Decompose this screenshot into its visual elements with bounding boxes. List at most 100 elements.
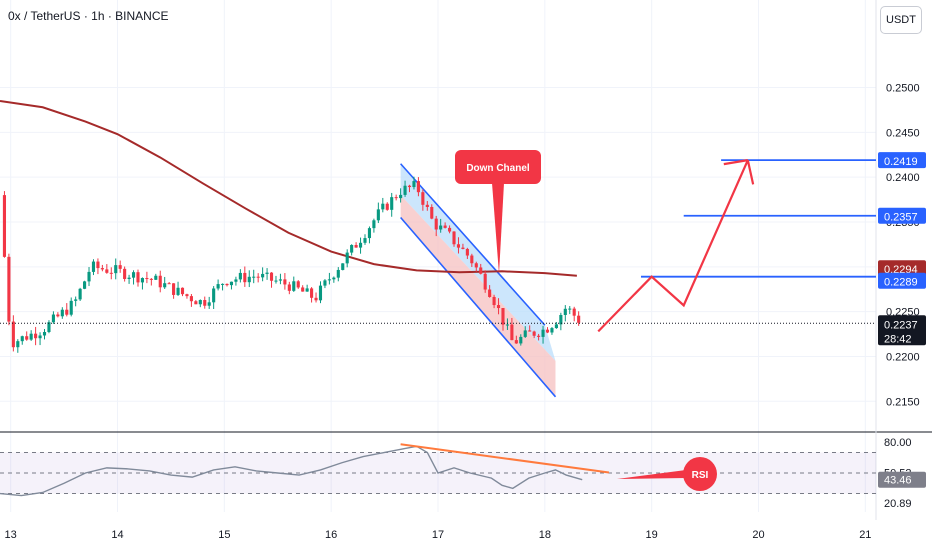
candle-body	[318, 285, 323, 301]
candle-body	[203, 300, 207, 306]
candle-body	[185, 294, 189, 297]
date-tick-label: 17	[432, 529, 444, 541]
date-tick-label: 18	[539, 529, 551, 541]
candle-body	[550, 328, 554, 333]
candle-body	[225, 283, 229, 286]
candle-body	[505, 324, 509, 326]
candle-body	[399, 194, 403, 199]
candle-body	[532, 331, 536, 336]
candle-body	[65, 309, 69, 315]
candle-body	[461, 247, 465, 249]
candle-body	[354, 244, 358, 248]
date-tick-label: 14	[111, 529, 123, 541]
candle-body	[274, 280, 278, 282]
forecast-arrow-head-left	[723, 159, 748, 166]
price-tag-text: 0.2289	[884, 277, 918, 289]
candle-body	[216, 284, 220, 289]
candle-body	[363, 238, 367, 243]
date-axis: 13 14 15 16 17 18 19 20 21	[5, 529, 872, 541]
candle-body	[207, 302, 211, 306]
candle-body	[323, 280, 327, 286]
forecast-arrow-head-right	[746, 159, 755, 185]
candle-body	[69, 300, 73, 315]
rsi-callout-pointer	[617, 470, 686, 479]
candle-body	[136, 272, 140, 283]
chart-title: 0x / TetherUS · 1h · BINANCE	[8, 9, 169, 23]
candle-body	[456, 244, 461, 248]
candle-body	[118, 265, 122, 269]
candle-body	[123, 268, 127, 279]
candle-body	[163, 283, 167, 288]
candle-body	[296, 281, 300, 288]
candle-body	[492, 296, 496, 306]
candle-body	[176, 287, 180, 295]
candle-body	[474, 263, 478, 268]
price-tag-text: 0.2419	[884, 156, 918, 168]
candle-body	[528, 330, 532, 332]
candle-body	[109, 272, 113, 274]
candle-body	[554, 324, 558, 329]
candle-body	[158, 275, 162, 288]
candle-body	[60, 309, 64, 317]
candle-body	[2, 195, 7, 257]
candle-body	[292, 281, 296, 291]
rsi-value-tag-bg	[878, 471, 926, 488]
candle-body	[221, 283, 225, 285]
forecast-arrow	[597, 159, 749, 333]
candle-body	[425, 204, 429, 207]
candle-body	[519, 336, 523, 344]
rsi-tick-label: 80.00	[884, 437, 912, 449]
candle-body	[407, 185, 412, 188]
candle-body	[537, 335, 541, 337]
candle-body	[452, 231, 456, 245]
candle-body	[327, 279, 331, 281]
currency-button[interactable]: USDT	[880, 6, 922, 34]
candle-body	[496, 305, 501, 309]
candle-body	[523, 330, 527, 337]
candle-body	[56, 314, 60, 317]
candle-body	[87, 271, 91, 282]
rsi-value-tag-text: 43.46	[884, 475, 912, 487]
candle-body	[572, 308, 576, 316]
candle-body	[439, 225, 443, 230]
candle-body	[514, 340, 518, 344]
annotations: Down Chanel RSI	[455, 150, 717, 491]
price-tag-text: 0.2357	[884, 212, 918, 224]
down-channel-label: Down Chanel	[466, 163, 530, 174]
candlesticks	[2, 176, 581, 353]
candle-body	[310, 288, 314, 298]
last-price-tag-text: 0.2237	[884, 319, 918, 331]
candle-body	[234, 279, 238, 282]
candle-body	[381, 203, 385, 210]
candle-body	[256, 276, 260, 278]
candle-body	[412, 181, 416, 188]
candle-body	[96, 261, 100, 269]
candle-body	[314, 297, 318, 301]
candle-body	[7, 256, 11, 322]
candle-body	[448, 227, 452, 232]
candle-body	[78, 288, 82, 300]
last-price-tag-bg	[878, 315, 926, 346]
candle-body	[238, 272, 242, 280]
candle-body	[140, 278, 144, 283]
candle-body	[301, 287, 305, 292]
candle-body	[167, 283, 171, 285]
candle-body	[345, 252, 349, 264]
candle-body	[563, 308, 567, 315]
candle-body	[145, 278, 149, 280]
candle-body	[252, 276, 256, 278]
candle-body	[198, 300, 202, 305]
rsi-label: RSI	[692, 470, 709, 481]
candle-body	[83, 281, 87, 289]
candle-body	[358, 242, 363, 248]
candle-body	[194, 301, 198, 305]
candle-body	[74, 299, 78, 301]
channel-upper-line	[400, 163, 546, 326]
candle-body	[479, 267, 483, 274]
date-tick-label: 15	[218, 529, 230, 541]
candle-body	[350, 244, 354, 253]
candle-body	[172, 283, 176, 295]
candle-body	[332, 277, 336, 280]
candle-body	[25, 336, 29, 340]
